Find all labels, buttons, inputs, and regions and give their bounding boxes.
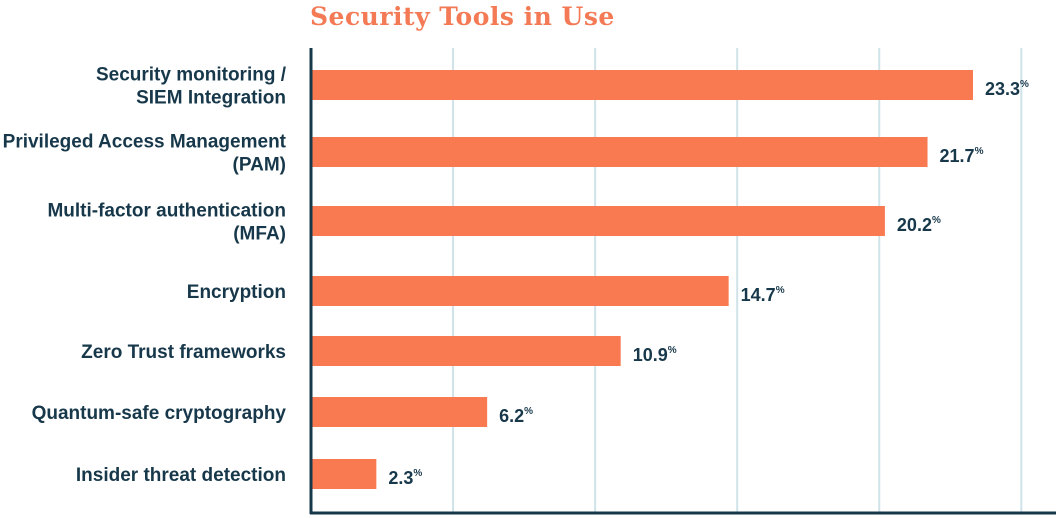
chart-title: Security Tools in Use: [310, 2, 615, 31]
bar-4: [311, 336, 621, 366]
category-label-5-0: Quantum-safe cryptography: [32, 403, 287, 424]
value-label-2: 20.2%: [897, 215, 941, 235]
value-suffix-5: %: [524, 406, 533, 417]
value-suffix-4: %: [668, 345, 677, 356]
value-label-3: 14.7%: [741, 285, 785, 305]
bars: [311, 70, 973, 489]
value-label-5: 6.2%: [499, 406, 533, 426]
axes: [309, 48, 1056, 515]
value-suffix-3: %: [776, 285, 785, 296]
bar-0: [311, 70, 973, 100]
category-label-0-0: Security monitoring /: [96, 65, 287, 86]
value-suffix-6: %: [413, 468, 422, 479]
category-label-3-0: Encryption: [187, 282, 286, 303]
category-labels: Security monitoring /SIEM Integration Pri…: [3, 65, 287, 487]
value-suffix-1: %: [975, 146, 984, 157]
category-label-1-1: (PAM): [233, 155, 286, 176]
category-label-0-1: SIEM Integration: [136, 88, 286, 109]
value-label-6: 2.3%: [388, 468, 422, 488]
bar-6: [311, 459, 377, 489]
category-label-1-0: Privileged Access Management: [3, 132, 287, 153]
value-suffix-2: %: [932, 215, 941, 226]
category-label-6-0: Insider threat detection: [76, 465, 286, 486]
bar-2: [311, 206, 885, 236]
bar-3: [311, 276, 729, 306]
value-label-1: 21.7%: [940, 146, 984, 166]
bar-1: [311, 137, 928, 167]
category-label-2-0: Multi-factor authentication: [47, 201, 286, 222]
category-label-2-1: (MFA): [233, 224, 286, 245]
value-label-0: 23.3%: [985, 79, 1029, 99]
value-labels: 23.3% 21.7% 20.2% 14.7% 10.9% 6.2% 2.3%: [388, 79, 1029, 488]
value-label-4: 10.9%: [633, 345, 677, 365]
bar-5: [311, 397, 488, 427]
value-suffix-0: %: [1020, 79, 1029, 90]
category-label-4-0: Zero Trust frameworks: [81, 342, 286, 363]
